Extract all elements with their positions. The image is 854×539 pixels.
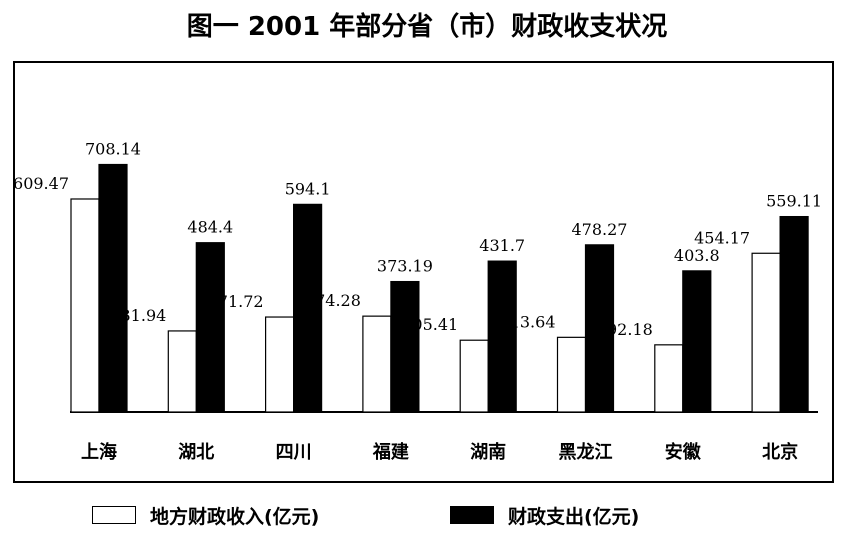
bar-expenditure-7	[779, 215, 809, 413]
legend-swatch-expenditure	[450, 506, 494, 524]
data-label-expenditure-7: 559.11	[766, 192, 822, 211]
bar-expenditure-3	[390, 280, 420, 413]
category-label-1: 湖北	[178, 442, 214, 463]
category-label-7: 北京	[762, 441, 798, 463]
bar-income-3	[362, 315, 392, 413]
bar-expenditure-1	[195, 242, 225, 413]
data-label-income-4: 205.41	[402, 315, 458, 334]
chart-title: 图一 2001 年部分省（市）财政收支状况	[186, 12, 668, 42]
data-label-income-3: 274.28	[305, 291, 361, 310]
legend-swatch-income	[92, 506, 136, 524]
category-label-0: 上海	[81, 441, 117, 463]
bar-income-0	[70, 198, 100, 413]
plot-frame	[13, 61, 834, 483]
data-label-expenditure-1: 484.4	[187, 218, 233, 237]
legend-label-income: 地方财政收入(亿元)	[150, 505, 320, 528]
legend-item-expenditure: 财政支出(亿元)	[450, 500, 639, 530]
data-label-expenditure-0: 708.14	[85, 140, 141, 159]
bar-expenditure-6	[682, 270, 712, 413]
bar-income-2	[265, 316, 295, 413]
category-label-2: 四川	[276, 442, 312, 463]
category-label-5: 黑龙江	[559, 441, 613, 463]
category-labels-layer: 上海 湖北 四川 福建 湖南 黑龙江 安徽 北京	[81, 441, 798, 463]
bar-expenditure-0	[98, 163, 128, 413]
bar-income-4	[459, 339, 489, 413]
bar-income-6	[654, 344, 684, 413]
data-label-expenditure-3: 373.19	[377, 257, 433, 276]
bar-expenditure-4	[487, 260, 517, 413]
category-label-4: 湖南	[470, 441, 506, 463]
data-label-income-6: 192.18	[597, 320, 653, 339]
data-label-income-5: 213.64	[500, 312, 556, 331]
bar-expenditure-2	[293, 203, 323, 413]
category-label-3: 福建	[372, 441, 409, 463]
bar-income-7	[751, 252, 781, 413]
data-label-income-1: 231.94	[110, 306, 166, 325]
data-label-income-0: 609.47	[13, 174, 69, 193]
data-label-expenditure-4: 431.7	[479, 236, 525, 255]
category-label-6: 安徽	[665, 441, 702, 463]
data-labels-layer: 609.47 708.14 231.94 484.4 271.72 594.1 274.28…	[13, 140, 822, 339]
data-label-expenditure-5: 478.27	[572, 220, 628, 239]
data-label-income-2: 271.72	[208, 292, 264, 311]
data-label-income-7: 454.17	[694, 228, 750, 247]
bar-expenditure-5	[584, 244, 615, 413]
bar-income-1	[167, 330, 197, 413]
bars-layer	[70, 163, 809, 413]
legend-label-expenditure: 财政支出(亿元)	[508, 505, 640, 528]
data-label-expenditure-2: 594.1	[285, 179, 331, 198]
data-label-expenditure-6: 403.8	[674, 246, 720, 265]
legend-item-income: 地方财政收入(亿元)	[92, 500, 319, 530]
bar-income-5	[556, 336, 587, 413]
